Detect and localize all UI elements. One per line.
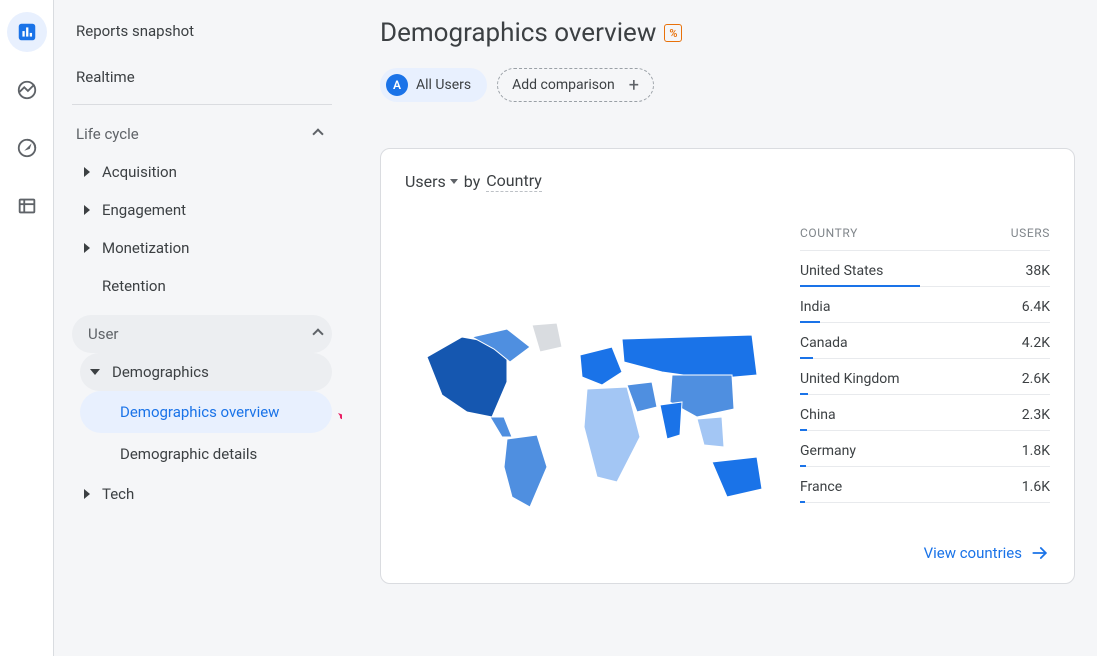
table-row[interactable]: Canada 4.2K [800, 323, 1050, 359]
cell-users: 38K [1025, 263, 1050, 279]
sidebar-item-retention[interactable]: Retention [80, 267, 332, 305]
caret-right-icon [84, 243, 90, 253]
sidebar-item-engagement[interactable]: Engagement [80, 191, 332, 229]
life-cycle-items: Acquisition Engagement Monetization Rete… [80, 153, 332, 305]
page-title-row: Demographics overview % [380, 18, 1075, 48]
chip-all-users[interactable]: A All Users [380, 68, 487, 102]
divider [72, 104, 332, 105]
configure-icon[interactable] [7, 186, 47, 226]
sidebar-item-acquisition[interactable]: Acquisition [80, 153, 332, 191]
section-label: Life cycle [76, 125, 139, 143]
reports-sidebar: Reports snapshot Realtime Life cycle Acq… [54, 0, 342, 656]
caret-down-icon [90, 369, 100, 375]
main-content: Demographics overview % A All Users Add … [342, 0, 1097, 656]
sidebar-item-label: Retention [102, 277, 166, 295]
cell-country: China [800, 407, 836, 423]
explore-icon[interactable] [7, 70, 47, 110]
cell-users: 1.8K [1022, 443, 1050, 459]
col-country: COUNTRY [800, 226, 858, 240]
caret-right-icon [84, 167, 90, 177]
cell-country: Canada [800, 335, 848, 351]
chip-label: All Users [416, 77, 471, 93]
reports-icon[interactable] [7, 12, 47, 52]
cell-country: Germany [800, 443, 856, 459]
users-by-country-card: Users by Country [380, 148, 1075, 584]
table-row[interactable]: Germany 1.8K [800, 431, 1050, 467]
nav-rail [0, 0, 54, 656]
col-users: USERS [1011, 226, 1050, 240]
chip-badge: A [386, 74, 408, 96]
cell-users: 4.2K [1022, 335, 1050, 351]
cell-users: 6.4K [1022, 299, 1050, 315]
card-header: Users by Country [405, 171, 1050, 192]
chevron-up-icon [312, 328, 323, 339]
sidebar-item-demographics[interactable]: Demographics [80, 353, 332, 391]
sidebar-item-label: Engagement [102, 201, 186, 219]
world-map[interactable] [405, 220, 778, 563]
plus-icon: + [629, 75, 639, 96]
caret-right-icon [84, 205, 90, 215]
cell-country: India [800, 299, 830, 315]
sidebar-item-label: Acquisition [102, 163, 177, 181]
view-countries-link[interactable]: View countries [800, 543, 1050, 563]
sidebar-item-monetization[interactable]: Monetization [80, 229, 332, 267]
section-life-cycle[interactable]: Life cycle [72, 115, 332, 153]
cell-country: United States [800, 263, 883, 279]
cell-country: United Kingdom [800, 371, 900, 387]
table-header-row: COUNTRY USERS [800, 220, 1050, 251]
sidebar-item-label: Demographic details [120, 445, 257, 463]
cell-users: 2.3K [1022, 407, 1050, 423]
chip-label: Add comparison [512, 77, 615, 93]
cell-country: France [800, 479, 842, 495]
table-row[interactable]: China 2.3K [800, 395, 1050, 431]
chip-add-comparison[interactable]: Add comparison + [497, 68, 654, 102]
caret-down-icon [450, 179, 458, 184]
link-label: View countries [924, 544, 1022, 562]
cell-users: 1.6K [1022, 479, 1050, 495]
page-title: Demographics overview [380, 18, 656, 48]
sidebar-item-snapshot[interactable]: Reports snapshot [72, 8, 332, 54]
sidebar-item-label: Tech [102, 485, 134, 503]
sidebar-item-label: Monetization [102, 239, 189, 257]
advertising-icon[interactable] [7, 128, 47, 168]
beta-icon: % [664, 24, 682, 42]
country-table: COUNTRY USERS United States 38K India 6.4K C… [800, 220, 1050, 563]
table-row[interactable]: India 6.4K [800, 287, 1050, 323]
section-user[interactable]: User [72, 315, 332, 353]
sidebar-item-tech[interactable]: Tech [80, 475, 332, 513]
sidebar-item-label: Demographics [112, 363, 209, 381]
table-row[interactable]: United Kingdom 2.6K [800, 359, 1050, 395]
caret-right-icon [84, 489, 90, 499]
metric-dropdown[interactable]: Users [405, 172, 458, 191]
sidebar-item-label: Demographics overview [120, 403, 279, 421]
sidebar-item-realtime[interactable]: Realtime [72, 54, 332, 100]
section-label: User [88, 325, 119, 343]
chevron-up-icon [312, 128, 323, 139]
table-row[interactable]: United States 38K [800, 251, 1050, 287]
table-body: United States 38K India 6.4K Canada 4.2K Unite… [800, 251, 1050, 503]
table-row[interactable]: France 1.6K [800, 467, 1050, 503]
sidebar-item-demographic-details[interactable]: Demographic details [80, 433, 332, 475]
user-items: Demographics Demographics overview Demog… [80, 353, 332, 513]
metric-label: Users [405, 172, 446, 191]
dimension-dropdown[interactable]: Country [486, 171, 542, 192]
cell-users: 2.6K [1022, 371, 1050, 387]
sidebar-item-demographics-overview[interactable]: Demographics overview [80, 391, 332, 433]
by-word: by [464, 172, 480, 191]
arrow-right-icon [1030, 543, 1050, 563]
row-bar [800, 501, 805, 503]
comparison-chips: A All Users Add comparison + [380, 68, 1075, 102]
